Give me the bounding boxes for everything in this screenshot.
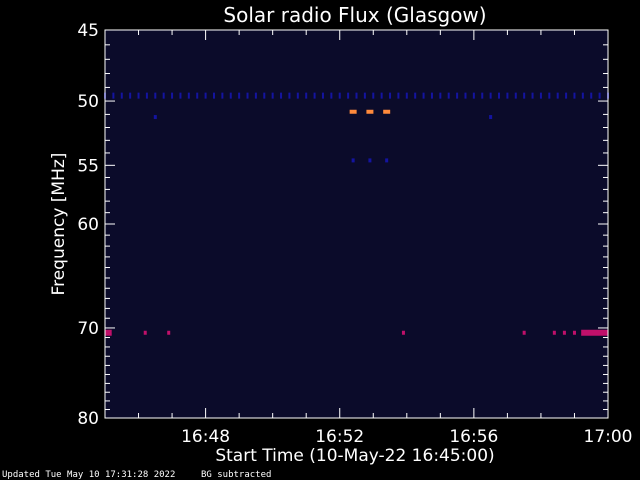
band-point (380, 92, 383, 99)
band-point (439, 92, 442, 99)
band-point (263, 92, 266, 99)
band-point (514, 92, 517, 99)
band-point (271, 92, 274, 99)
band-point (221, 92, 224, 99)
band-point (456, 92, 459, 99)
band-point (498, 92, 501, 99)
band-point (414, 92, 417, 99)
band-point (581, 92, 584, 99)
signal-spot (143, 330, 147, 335)
band-point (481, 92, 484, 99)
band-point (313, 92, 316, 99)
band-point (204, 92, 207, 99)
signal-spot (385, 158, 389, 163)
band-point (129, 92, 132, 99)
signal-spot (349, 109, 357, 114)
band-point (254, 92, 257, 99)
signal-spot (366, 109, 374, 114)
signal-spot (401, 330, 405, 335)
band-point (229, 92, 232, 99)
band-point (430, 92, 433, 99)
band-point (179, 92, 182, 99)
band-point (171, 92, 174, 99)
band-point (112, 92, 115, 99)
x-tick-label: 17:00 (584, 427, 633, 447)
band-point (355, 92, 358, 99)
signal-spot (383, 109, 391, 114)
y-tick-label: 70 (77, 319, 99, 339)
band-point (389, 92, 392, 99)
x-tick-label: 16:48 (181, 427, 230, 447)
band-point (288, 92, 291, 99)
x-tick-label: 16:52 (315, 427, 364, 447)
axis-ticks: 16:48 16:52 16:56 17:00 45 50 55 60 70 80 (77, 21, 632, 447)
band-point (405, 92, 408, 99)
band-point (120, 92, 123, 99)
band-point (246, 92, 249, 99)
signal-spot (153, 115, 157, 120)
band-point (347, 92, 350, 99)
band-point (531, 92, 534, 99)
x-tick-label: 16:56 (449, 427, 498, 447)
y-tick-label: 80 (77, 409, 99, 429)
chart-title: Solar radio Flux (Glasgow) (223, 3, 486, 27)
band-point (447, 92, 450, 99)
band-point (154, 92, 157, 99)
band-point (238, 92, 241, 99)
signal-spot (351, 158, 355, 163)
band-point (296, 92, 299, 99)
band-point (472, 92, 475, 99)
band-point (422, 92, 425, 99)
band-point (212, 92, 215, 99)
band-point (330, 92, 333, 99)
signal-spot (572, 330, 576, 335)
y-axis-label: Frequency [MHz] (49, 153, 69, 296)
signal-spot (562, 330, 566, 335)
band-segment (581, 329, 608, 336)
band-point (590, 92, 593, 99)
signal-spot (522, 330, 526, 335)
updated-timestamp: Updated Tue May 10 17:31:28 2022 (2, 470, 175, 480)
band-point (137, 92, 140, 99)
y-tick-label: 45 (77, 21, 99, 41)
band-point (523, 92, 526, 99)
band-point (187, 92, 190, 99)
band-point (145, 92, 148, 99)
band-point (548, 92, 551, 99)
band-point (162, 92, 165, 99)
y-tick-label: 50 (77, 92, 99, 112)
band-point (464, 92, 467, 99)
y-tick-label: 55 (77, 156, 99, 176)
band-point (363, 92, 366, 99)
band-point (506, 92, 509, 99)
band-point (397, 92, 400, 99)
plot-background (105, 30, 608, 418)
band-point (573, 92, 576, 99)
signal-spot (368, 158, 372, 163)
band-point (321, 92, 324, 99)
signal-spot (552, 330, 556, 335)
spectrogram-marks (104, 92, 609, 336)
background-note: BG subtracted (201, 470, 271, 480)
band-point (598, 92, 601, 99)
band-point (305, 92, 308, 99)
y-tick-label: 60 (77, 215, 99, 235)
band-point (539, 92, 542, 99)
band-point (556, 92, 559, 99)
band-point (280, 92, 283, 99)
band-point (338, 92, 341, 99)
band-segment (105, 329, 112, 336)
band-point (372, 92, 375, 99)
band-point (196, 92, 199, 99)
signal-spot (489, 115, 493, 120)
band-point (489, 92, 492, 99)
x-axis-label: Start Time (10-May-22 16:45:00) (215, 446, 494, 466)
signal-spot (167, 330, 171, 335)
band-point (565, 92, 568, 99)
